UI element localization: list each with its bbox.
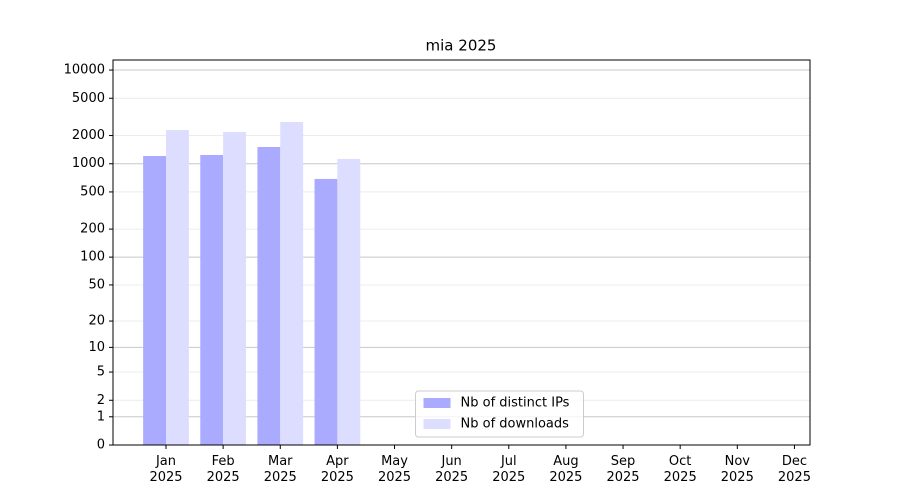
x-tick-label: Oct 2025 — [664, 454, 697, 485]
y-tick-label: 0 — [97, 438, 105, 453]
y-tick-label: 1000 — [72, 156, 105, 171]
x-tick-label: Aug 2025 — [549, 454, 582, 485]
x-tick-label: Jul 2025 — [492, 454, 525, 485]
y-tick-label: 2000 — [72, 128, 105, 143]
x-tick-label: May 2025 — [378, 454, 411, 485]
bar — [314, 178, 338, 445]
y-tick-label: 5 — [97, 365, 105, 380]
bar — [280, 122, 304, 445]
bar — [166, 130, 189, 445]
y-tick-label: 200 — [80, 222, 105, 237]
x-tick-label: Nov 2025 — [721, 454, 754, 485]
bar — [143, 155, 166, 446]
legend-box — [415, 390, 584, 438]
legend-label: Nb of downloads — [461, 417, 570, 432]
x-tick-label: Feb 2025 — [207, 454, 240, 485]
y-tick-label: 5000 — [72, 91, 105, 106]
y-tick-label: 10 — [88, 340, 105, 355]
bar — [200, 154, 224, 445]
legend-swatch — [423, 419, 451, 429]
x-tick-label: Sep 2025 — [606, 454, 639, 485]
y-tick-label: 50 — [88, 277, 105, 292]
bar — [337, 158, 361, 445]
y-tick-label: 500 — [80, 184, 105, 199]
legend-swatch — [423, 398, 451, 408]
x-tick-label: Jun 2025 — [435, 454, 468, 485]
y-tick-label: 100 — [80, 250, 105, 265]
plot-frame — [112, 59, 811, 446]
y-tick-label: 10000 — [64, 63, 105, 78]
legend-label: Nb of distinct IPs — [461, 396, 570, 411]
x-tick-label: Mar 2025 — [264, 454, 297, 485]
bar — [223, 132, 246, 445]
y-tick-label: 1 — [97, 409, 105, 424]
x-tick-label: Jan 2025 — [149, 454, 182, 485]
bar — [257, 146, 281, 445]
y-tick-label: 2 — [97, 393, 105, 408]
y-tick-label: 20 — [88, 314, 105, 329]
chart-title: mia 2025 — [426, 37, 497, 55]
x-tick-label: Dec 2025 — [778, 454, 811, 485]
x-tick-label: Apr 2025 — [321, 454, 354, 485]
